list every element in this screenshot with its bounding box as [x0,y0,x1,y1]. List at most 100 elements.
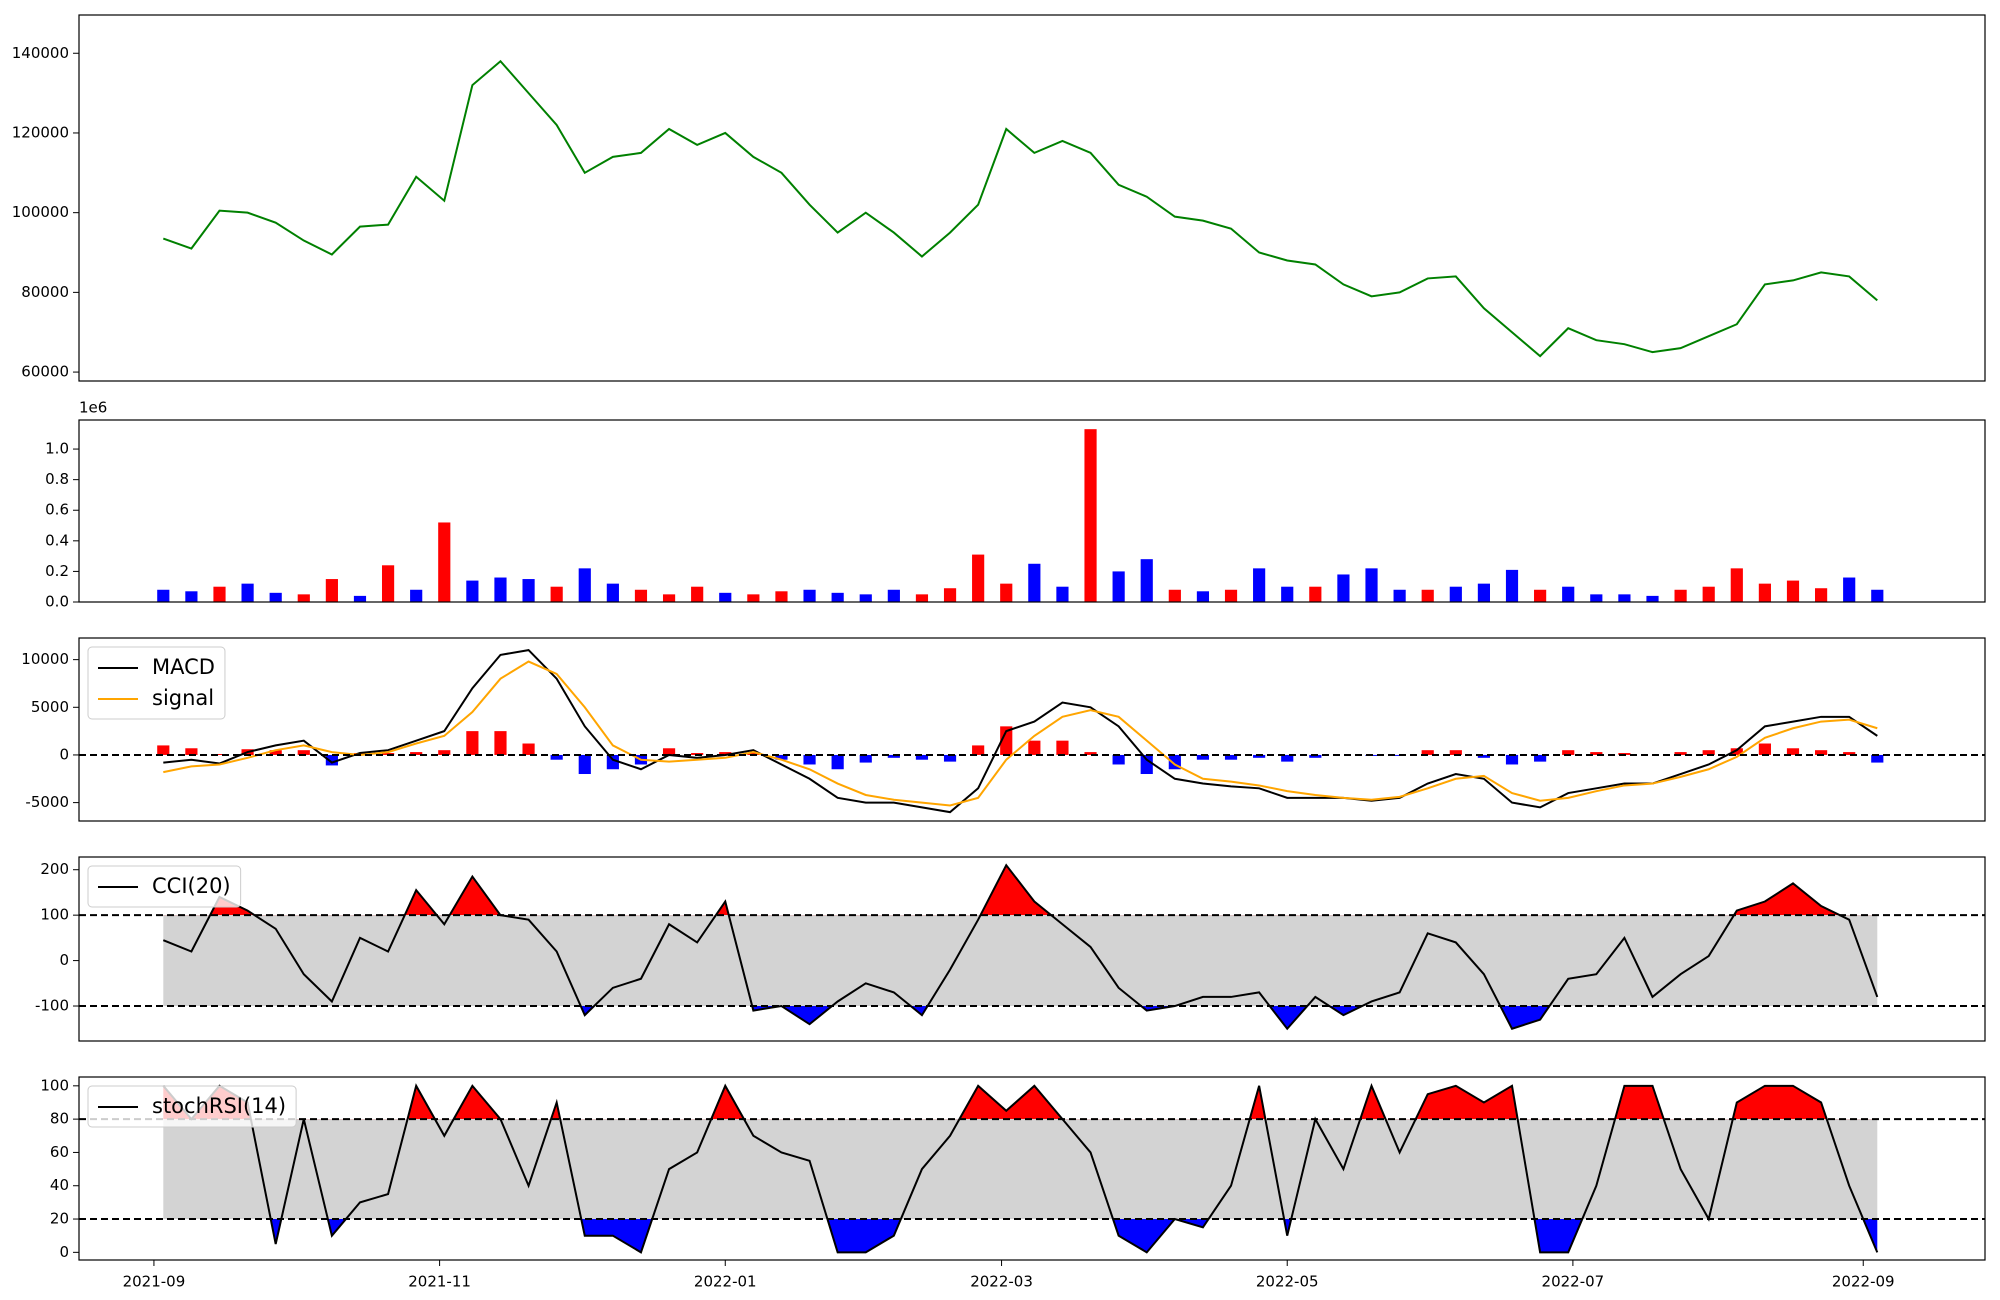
bar [213,586,226,602]
bar [1646,595,1659,602]
y-tick-label: 0.0 [45,593,69,611]
y-tick-label: 5000 [31,698,69,716]
legend-label: MACD [152,655,215,679]
legend-label: CCI(20) [152,874,231,898]
bar [1421,589,1434,602]
y-tick-label: 140000 [12,44,69,62]
y-tick-label: 80000 [21,283,69,301]
histogram-bar [887,754,900,758]
bar [1337,574,1350,602]
bar [691,586,704,602]
histogram-bar [297,750,310,755]
histogram-bar [410,752,423,755]
bar [269,592,282,602]
bar [775,591,788,602]
y-tick-label: 1.0 [45,440,69,458]
bar [1843,577,1856,602]
histogram-bar [1590,752,1603,755]
bar [1281,586,1294,602]
legend-label: signal [152,686,214,710]
bar [943,588,957,602]
histogram-bar [1449,750,1462,755]
bar [915,594,929,602]
histogram-bar [550,754,563,760]
bar [1084,429,1097,602]
bar [662,594,676,602]
bar [1674,589,1687,602]
bar [831,592,844,602]
bar [1309,586,1322,602]
x-tick-label: 2022-01 [694,1273,757,1291]
bar [1702,586,1715,602]
line [163,660,1878,807]
bar [1505,569,1519,602]
bar [1168,589,1181,602]
histogram-bar [185,748,198,755]
bar [1196,591,1210,602]
histogram-bar [213,753,226,755]
histogram-bar [1309,754,1322,758]
line [162,863,1879,1031]
histogram-bar [1843,752,1856,755]
bar [1028,563,1041,602]
bar [325,579,338,602]
histogram-bar [1056,740,1069,755]
offset-label: 1e6 [79,399,107,417]
band [163,1119,1878,1220]
bar [1000,583,1013,602]
histogram-bar [662,748,676,755]
bar [381,565,395,602]
y-tick-label: 100 [40,906,69,924]
bar [887,589,900,602]
bar [1786,580,1800,602]
panel: 0.0 0.2 0.4 0.6 0.8 1.0 1e6 [45,399,1986,611]
panel: -5000 0 5000 10000 MACD signal [21,637,1986,822]
bar [1618,594,1631,602]
y-tick-label: 10000 [21,650,69,668]
x-tick-label: 2022-07 [1542,1273,1605,1291]
bar [1534,589,1547,602]
histogram-bar [157,745,170,755]
histogram-bar [1281,754,1294,762]
legend-box [87,865,242,908]
line [163,649,1878,814]
histogram-bar [1730,748,1743,755]
histogram-bar [775,754,788,760]
bar [1815,588,1828,602]
band [163,915,1878,1007]
y-tick-label: 40 [50,1176,69,1194]
histogram-bar [1028,740,1041,755]
bar [550,586,563,602]
histogram-bar [1084,752,1097,755]
y-tick-label: 200 [40,860,69,878]
histogram-bar [1196,754,1210,760]
bar [157,589,170,602]
bar [747,594,760,602]
histogram-bar [1112,754,1125,765]
histogram-bar [1534,754,1547,762]
panel: 60000 80000 100000 120000 140000 [12,14,1986,382]
panel: -100 0 100 200 CCI(20) [35,856,1986,1042]
histogram-bar [466,731,479,755]
bar [1758,583,1771,602]
bar [438,522,451,602]
fill-above [163,865,1878,916]
fill-above [163,1085,1878,1120]
bar [522,579,535,602]
bar [719,592,732,602]
histogram-bar [1786,748,1800,755]
y-tick-label: 60000 [21,363,69,381]
frame [78,14,1986,382]
x-tick-label: 2022-03 [970,1273,1033,1291]
histogram-bar [719,752,732,755]
histogram-bar [1505,754,1519,765]
bar [634,589,648,602]
bar [241,583,254,602]
bar [297,594,310,602]
bar [1590,594,1603,602]
bar [1365,568,1378,602]
bar [353,595,367,602]
histogram-bar [606,754,619,770]
bar [494,577,507,602]
